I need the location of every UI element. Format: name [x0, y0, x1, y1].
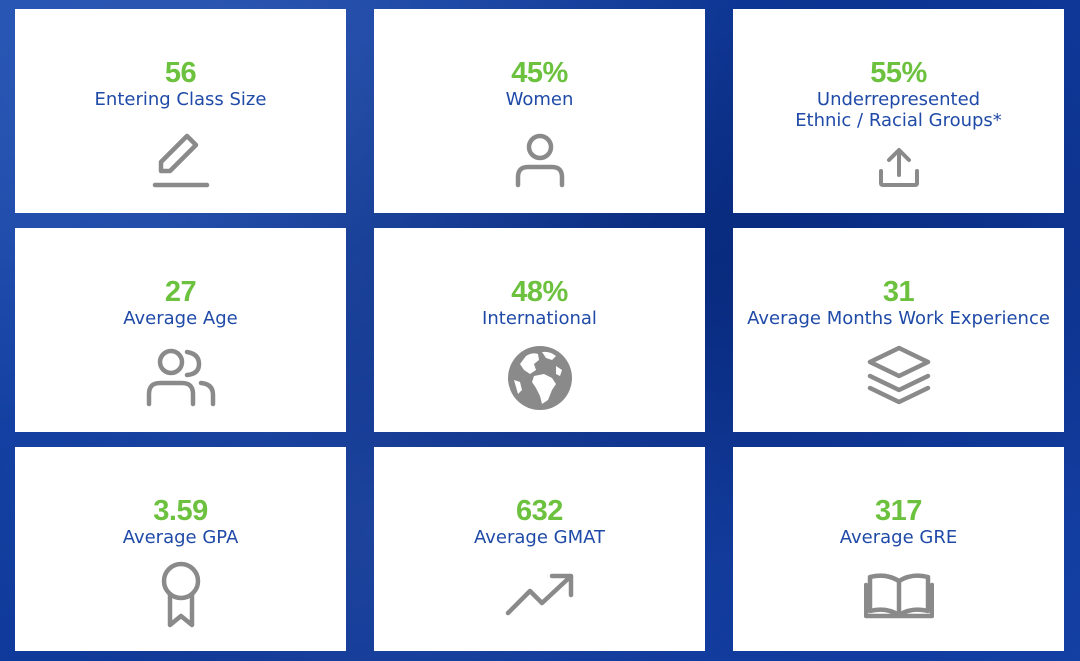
stat-value: 31 [882, 276, 915, 308]
globe-icon [506, 344, 574, 412]
users-icon [145, 348, 217, 408]
stat-card-gpa: 3.59 Average GPA [15, 447, 346, 651]
stat-label: Average GRE [839, 527, 958, 548]
user-icon [512, 131, 568, 191]
stat-value: 55% [870, 57, 927, 89]
stat-label: Women [505, 89, 574, 110]
stat-value: 632 [516, 495, 563, 527]
stat-value: 317 [875, 495, 922, 527]
award-ribbon-icon [156, 561, 206, 631]
open-book-icon [863, 571, 934, 619]
stat-value: 45% [511, 57, 568, 89]
stat-card-international: 48% International [374, 228, 705, 432]
stat-label: Average GMAT [473, 527, 606, 548]
stat-card-women: 45% Women [374, 9, 705, 213]
stat-label-line1: Underrepresented [816, 89, 981, 110]
stat-card-gre: 317 Average GRE [733, 447, 1064, 651]
stat-card-underrepresented: 55% Underrepresented Ethnic / Racial Gro… [733, 9, 1064, 213]
trending-up-icon [504, 571, 576, 619]
stat-label: Average Age [123, 308, 238, 329]
stat-value: 27 [164, 276, 197, 308]
pencil-icon [151, 127, 211, 191]
stat-label: Average Months Work Experience [747, 308, 1050, 329]
stat-label-line2: Ethnic / Racial Groups* [795, 110, 1002, 131]
stat-label: Average GPA [122, 527, 239, 548]
stat-card-class-size: 56 Entering Class Size [15, 9, 346, 213]
layers-icon [866, 344, 932, 408]
stat-value: 3.59 [153, 495, 208, 527]
stat-value: 48% [511, 276, 568, 308]
stat-card-gmat: 632 Average GMAT [374, 447, 705, 651]
stat-card-average-age: 27 Average Age [15, 228, 346, 432]
stat-label: Entering Class Size [94, 89, 267, 110]
stat-label: International [482, 308, 597, 329]
stat-value: 56 [164, 57, 197, 89]
upload-icon [877, 147, 921, 189]
stat-card-work-experience: 31 Average Months Work Experience [733, 228, 1064, 432]
